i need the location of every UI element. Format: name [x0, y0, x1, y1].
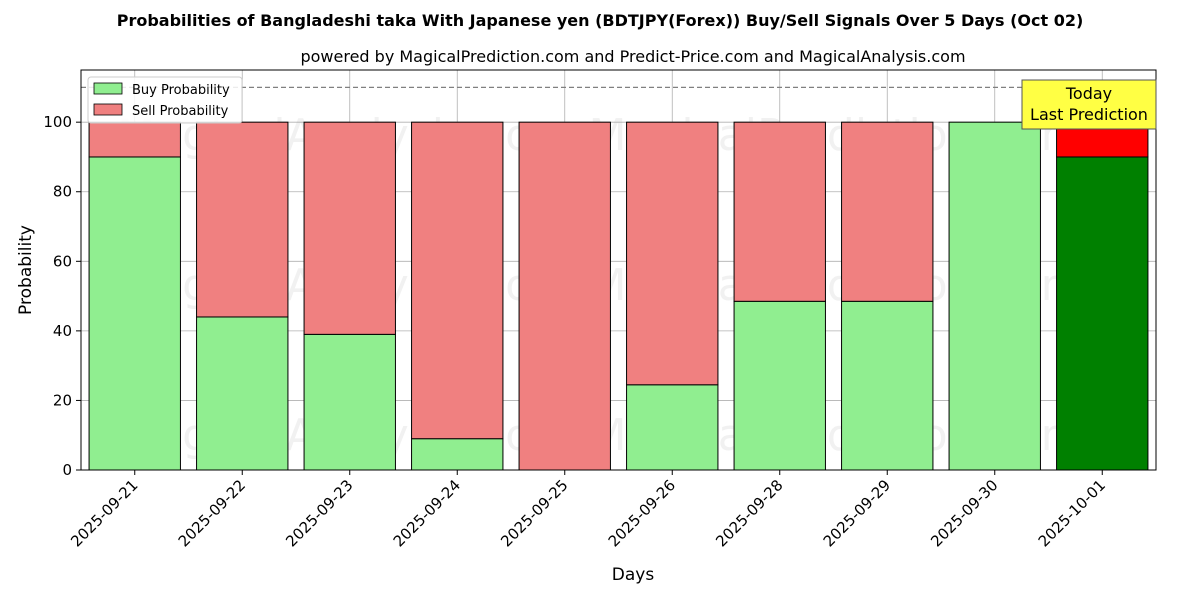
bar-buy-7: [841, 300, 934, 471]
annotation-box: [1021, 79, 1157, 130]
bar-buy-2: [303, 333, 396, 471]
chart-title: Probabilities of Bangladeshi taka With J…: [117, 11, 1084, 30]
bar-sell-1: [196, 121, 289, 318]
x-tick-label-6: 2025-09-28: [712, 476, 786, 550]
y-tick-label-0: 0: [62, 461, 72, 479]
bar-sell-6: [733, 121, 826, 302]
bar-sell-4: [518, 121, 611, 471]
today-annotation: Today Last Prediction: [1021, 79, 1157, 130]
bar-buy-9: [1056, 156, 1149, 471]
x-tick-label-3: 2025-09-24: [390, 476, 464, 550]
bar-sell-2: [303, 121, 396, 335]
bar-buy-1: [196, 316, 289, 471]
x-tick-label-7: 2025-09-29: [820, 476, 894, 550]
x-tick-label-2: 2025-09-23: [282, 476, 356, 550]
legend-box: [87, 76, 243, 124]
x-tick-label-9: 2025-10-01: [1035, 476, 1109, 550]
y-tick-label-3: 60: [53, 252, 72, 270]
plot-frame: [80, 69, 1157, 471]
bar-sell-0: [88, 121, 181, 158]
x-tick-label-0: 2025-09-21: [67, 476, 141, 550]
x-tick-label-5: 2025-09-26: [605, 476, 679, 550]
x-axis-label: Days: [612, 565, 655, 585]
legend-label-sell: Sell Probability: [132, 104, 229, 119]
bar-buy-6: [733, 300, 826, 471]
bar-sell-7: [841, 121, 934, 302]
bar-sell-5: [626, 121, 719, 386]
annotation-line-2: Last Prediction: [1030, 105, 1148, 124]
legend-swatch-buy: [93, 82, 123, 95]
bars: [88, 121, 1149, 471]
bar-buy-5: [626, 384, 719, 471]
bar-buy-8: [948, 121, 1041, 471]
y-tick-label-1: 20: [53, 391, 72, 409]
legend-swatch-sell: [93, 103, 123, 116]
y-tick-label-5: 100: [43, 113, 72, 131]
legend-label-buy: Buy Probability: [132, 83, 230, 98]
y-axis-label: Probability: [16, 225, 36, 315]
chart-subtitle: powered by MagicalPrediction.com and Pre…: [300, 47, 965, 66]
y-tick-label-4: 80: [53, 183, 72, 201]
x-tick-label-1: 2025-09-22: [175, 476, 249, 550]
y-tick-label-2: 40: [53, 322, 72, 340]
y-axis-ticks: 0 20 40 60 80 100: [43, 113, 81, 479]
x-tick-label-4: 2025-09-25: [497, 476, 571, 550]
x-axis-ticks: 2025-09-21 2025-09-22 2025-09-23 2025-09-24…: [67, 470, 1109, 550]
legend: Buy Probability Sell Probability: [87, 76, 243, 124]
bar-sell-3: [411, 121, 504, 440]
bar-buy-3: [411, 438, 504, 471]
x-tick-label-8: 2025-09-30: [927, 476, 1001, 550]
bar-buy-0: [88, 156, 181, 471]
annotation-line-1: Today: [1065, 84, 1112, 103]
